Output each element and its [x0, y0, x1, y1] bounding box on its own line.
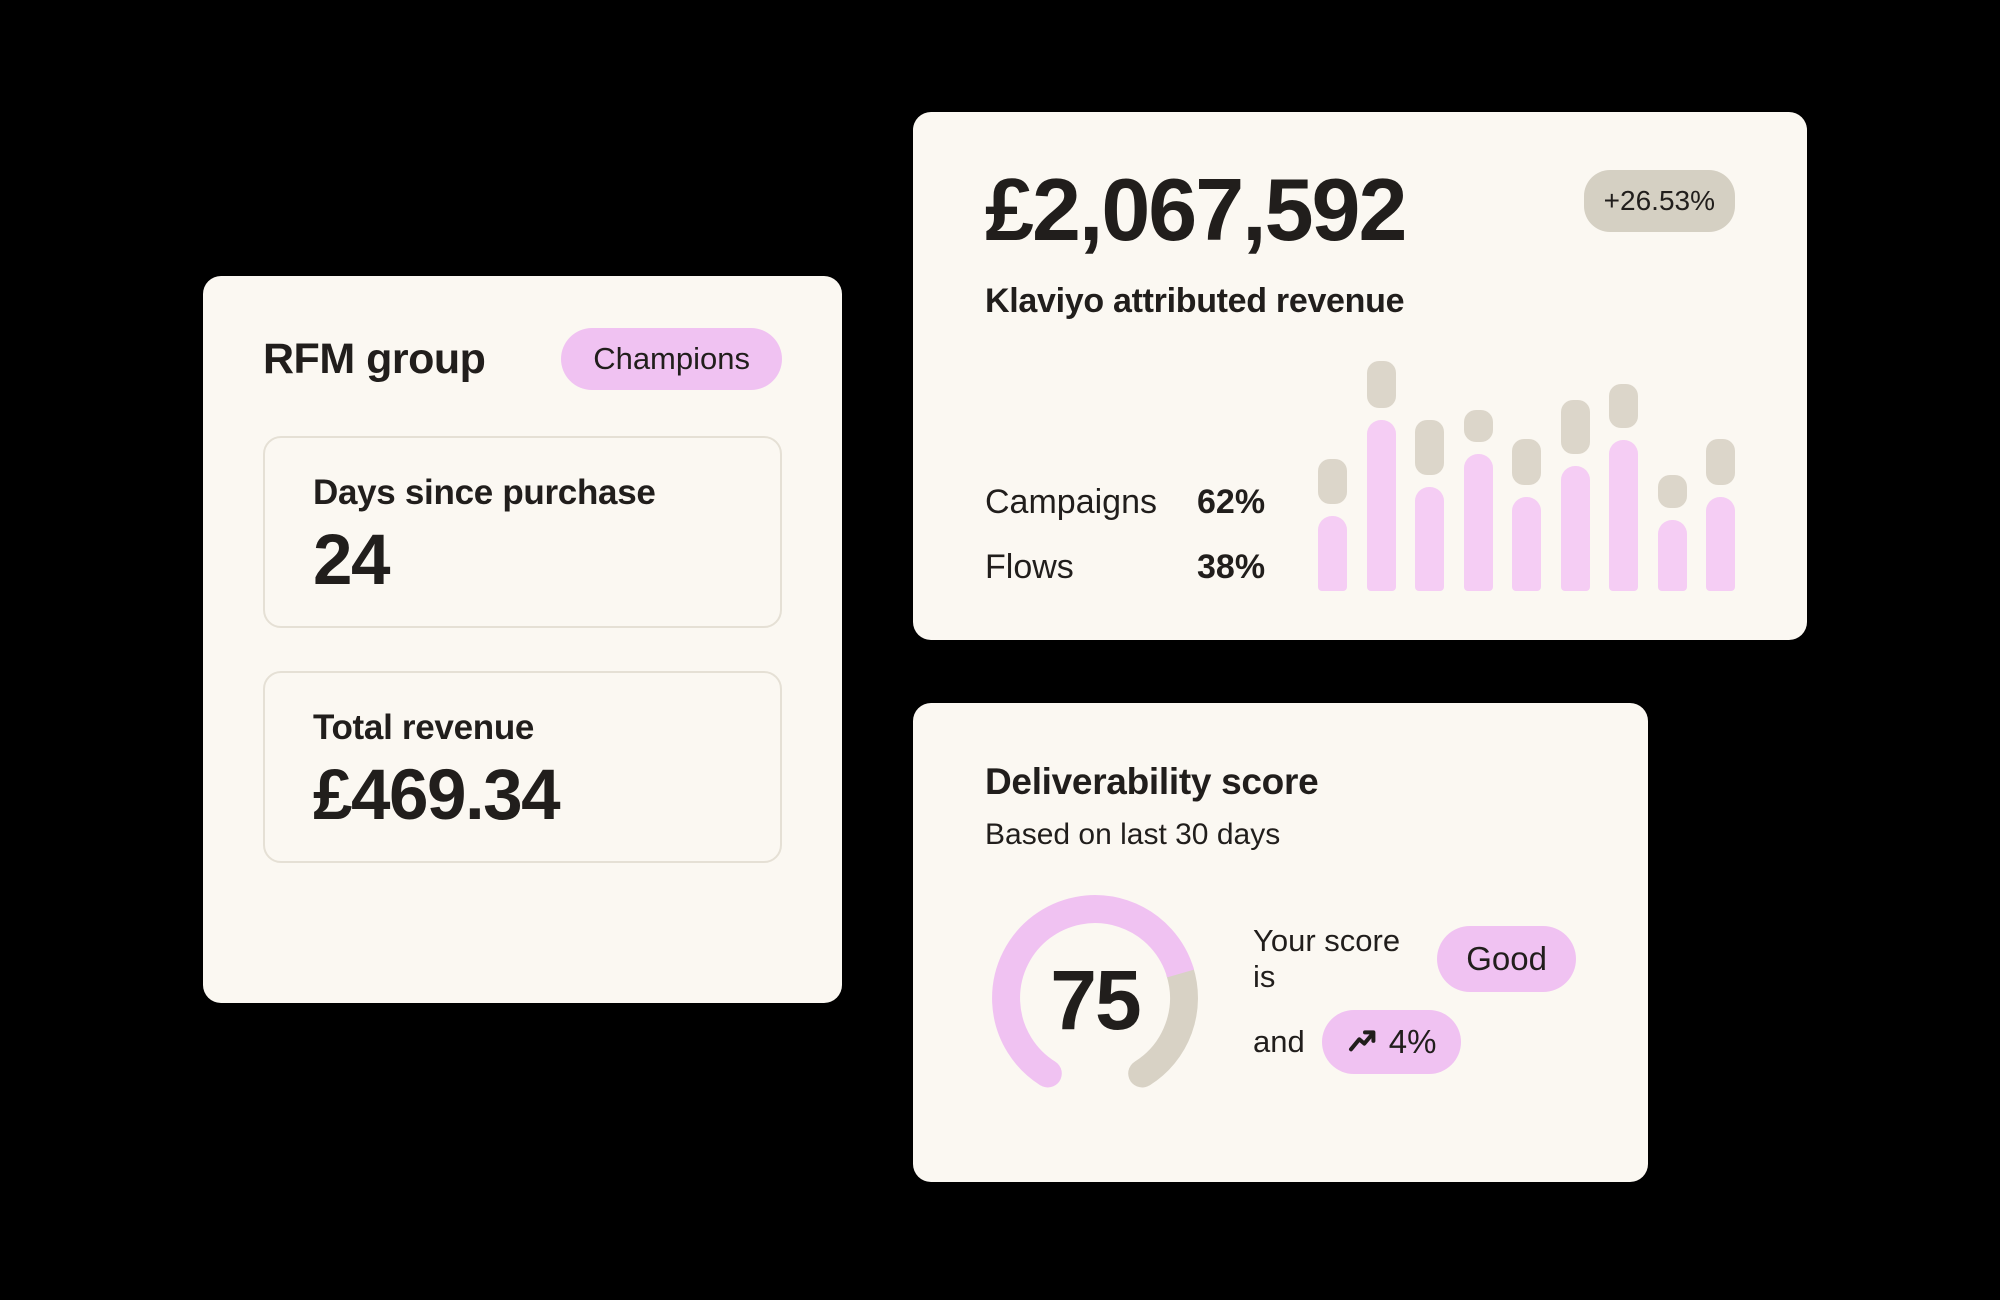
rfm-group-badge: Champions — [561, 328, 782, 390]
stat-label: Total revenue — [313, 708, 535, 747]
deliverability-subtitle: Based on last 30 days — [985, 818, 1281, 851]
stat-value: £469.34 — [313, 756, 561, 836]
deliverability-body: 75 Your score is Good and 4% — [985, 888, 1576, 1108]
bar-pink — [1706, 497, 1735, 591]
bar-group — [1415, 420, 1444, 591]
breakdown-row-flows: Flows 38% — [985, 548, 1265, 587]
score-line-prefix: Your score is — [1253, 922, 1401, 994]
revenue-card-header: £2,067,592 +26.53% — [985, 166, 1735, 254]
bar-cap-beige — [1560, 400, 1590, 454]
days-since-purchase-stat: Days since purchase 24 — [263, 436, 782, 628]
breakdown-label: Campaigns — [985, 483, 1157, 521]
trend-badge: 4% — [1321, 1009, 1462, 1074]
rfm-group-card: RFM group Champions Days since purchase … — [203, 276, 842, 1003]
bar-pink — [1512, 497, 1541, 591]
stat-label: Days since purchase — [313, 473, 656, 512]
score-text-block: Your score is Good and 4% — [1253, 923, 1576, 1074]
bar-pink — [1415, 487, 1444, 591]
breakdown-row-campaigns: Campaigns 62% — [985, 483, 1265, 522]
bar-pink — [1366, 420, 1396, 591]
score-good-badge: Good — [1437, 925, 1576, 992]
bar-pink — [1657, 520, 1687, 591]
bar-cap-beige — [1318, 459, 1347, 504]
trend-badge-value: 4% — [1388, 1022, 1437, 1060]
bar-pink — [1463, 454, 1493, 591]
bar-cap-beige — [1512, 439, 1541, 485]
trend-line-prefix: and — [1253, 1023, 1305, 1059]
bar-cap-beige — [1415, 420, 1444, 475]
breakdown-value: 38% — [1197, 548, 1266, 586]
rfm-card-title: RFM group — [263, 334, 486, 383]
revenue-change-badge: +26.53% — [1583, 170, 1735, 232]
bar-pink — [1560, 466, 1590, 591]
bar-group — [1609, 384, 1638, 591]
bar-group — [1512, 439, 1541, 591]
bar-cap-beige — [1706, 439, 1735, 485]
attributed-revenue-card: £2,067,592 +26.53% Klaviyo attributed re… — [913, 112, 1807, 640]
bar-cap-beige — [1366, 361, 1396, 408]
deliverability-title: Deliverability score — [985, 761, 1319, 802]
revenue-card-body: Campaigns 62% Flows 38% — [985, 355, 1735, 591]
revenue-breakdown: Campaigns 62% Flows 38% — [985, 483, 1265, 587]
trending-up-icon — [1348, 1029, 1376, 1051]
bar-cap-beige — [1463, 410, 1493, 442]
bar-group — [1366, 361, 1396, 591]
trend-line: and 4% — [1253, 1009, 1576, 1074]
gauge-score-value: 75 — [1050, 952, 1141, 1047]
bar-pink — [1318, 516, 1347, 591]
bar-group — [1318, 459, 1347, 591]
revenue-card-subtitle: Klaviyo attributed revenue — [985, 282, 1405, 320]
total-revenue-stat: Total revenue £469.34 — [263, 671, 782, 863]
score-gauge: 75 — [985, 888, 1205, 1108]
deliverability-gauge-svg — [992, 895, 1198, 1088]
bar-group — [1706, 439, 1735, 591]
revenue-amount: £2,067,592 — [985, 160, 1407, 259]
bar-cap-beige — [1609, 384, 1638, 428]
bar-group — [1560, 400, 1590, 591]
breakdown-label: Flows — [985, 548, 1074, 586]
breakdown-value: 62% — [1197, 483, 1266, 521]
bar-group — [1657, 475, 1687, 591]
deliverability-score-card: Deliverability score Based on last 30 da… — [913, 703, 1648, 1182]
rfm-card-header: RFM group Champions — [263, 328, 782, 390]
bar-pink — [1609, 440, 1638, 591]
score-line: Your score is Good — [1253, 923, 1576, 995]
bar-group — [1463, 410, 1493, 591]
revenue-bar-chart — [1318, 355, 1735, 591]
bar-cap-beige — [1657, 475, 1687, 508]
stat-value: 24 — [313, 521, 390, 601]
